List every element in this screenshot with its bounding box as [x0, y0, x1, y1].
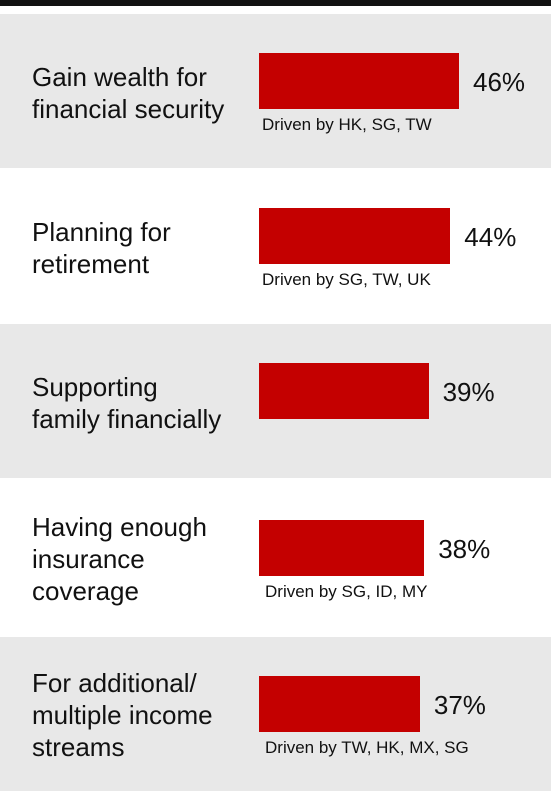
- category-label-line: streams: [32, 732, 125, 762]
- bar-row: Supporting family financially 39%: [0, 324, 551, 478]
- bar-row: Gain wealth for financial security 46% Driv…: [0, 14, 551, 168]
- category-label: For additional/multiple income streams: [32, 667, 252, 763]
- category-label-line: multiple income: [32, 700, 213, 730]
- bar-row: Planning for retirement 44% Driven by SG, T…: [0, 169, 551, 323]
- driver-note: Driven by SG, ID, MY: [265, 582, 428, 601]
- category-label: Planning for retirement: [32, 216, 252, 280]
- bar: [259, 676, 420, 732]
- value-label: 46%: [473, 67, 526, 97]
- bar-row: For additional/multiple income streams 37%…: [0, 637, 551, 791]
- category-label-line: For additional/: [32, 668, 197, 698]
- category-label: Gain wealth for financial security: [32, 61, 252, 125]
- value-label: 39%: [442, 377, 495, 407]
- category-label: Supporting family financially: [32, 371, 252, 435]
- driver-note: Driven by HK, SG, TW: [262, 115, 432, 134]
- value-label: 37%: [433, 690, 486, 720]
- driver-note: Driven by TW, HK, MX, SG: [265, 738, 469, 757]
- bar: [259, 208, 451, 264]
- category-label-line: retirement: [32, 249, 150, 279]
- driver-note: Driven by SG, TW, UK: [262, 270, 431, 289]
- category-label-line: coverage: [32, 576, 139, 606]
- value-label: 44%: [464, 222, 517, 252]
- category-label: Having enough insurance coverage: [32, 511, 252, 607]
- top-rule: [0, 0, 551, 6]
- category-label-line: insurance: [32, 544, 145, 574]
- category-label-line: Gain wealth for: [32, 62, 207, 92]
- category-label-line: Having enough: [32, 512, 207, 542]
- category-label-line: Planning for: [32, 217, 171, 247]
- category-label-line: Supporting: [32, 372, 158, 402]
- bar: [259, 363, 429, 419]
- bar-row: Having enough insurance coverage 38% Driven …: [0, 481, 551, 635]
- bar: [259, 53, 459, 109]
- bar: [259, 520, 425, 576]
- category-label-line: financial security: [32, 94, 225, 124]
- value-label: 38%: [438, 534, 491, 564]
- category-label-line: family financially: [32, 404, 222, 434]
